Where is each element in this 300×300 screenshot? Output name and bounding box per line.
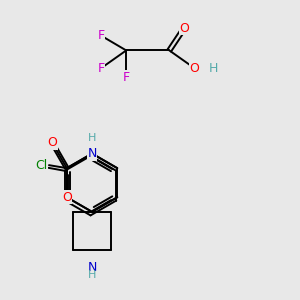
Text: Cl: Cl	[35, 159, 47, 172]
Text: H: H	[88, 133, 96, 143]
Text: O: O	[179, 22, 189, 34]
Text: F: F	[98, 62, 104, 75]
Text: Cl: Cl	[34, 161, 46, 174]
Text: H: H	[88, 270, 96, 280]
Text: N: N	[87, 261, 97, 274]
Text: N: N	[87, 147, 97, 160]
Text: F: F	[98, 29, 104, 42]
Text: F: F	[123, 71, 130, 84]
Text: O: O	[190, 62, 200, 75]
Text: O: O	[62, 191, 72, 204]
Text: H: H	[209, 62, 218, 75]
Text: O: O	[47, 136, 57, 149]
